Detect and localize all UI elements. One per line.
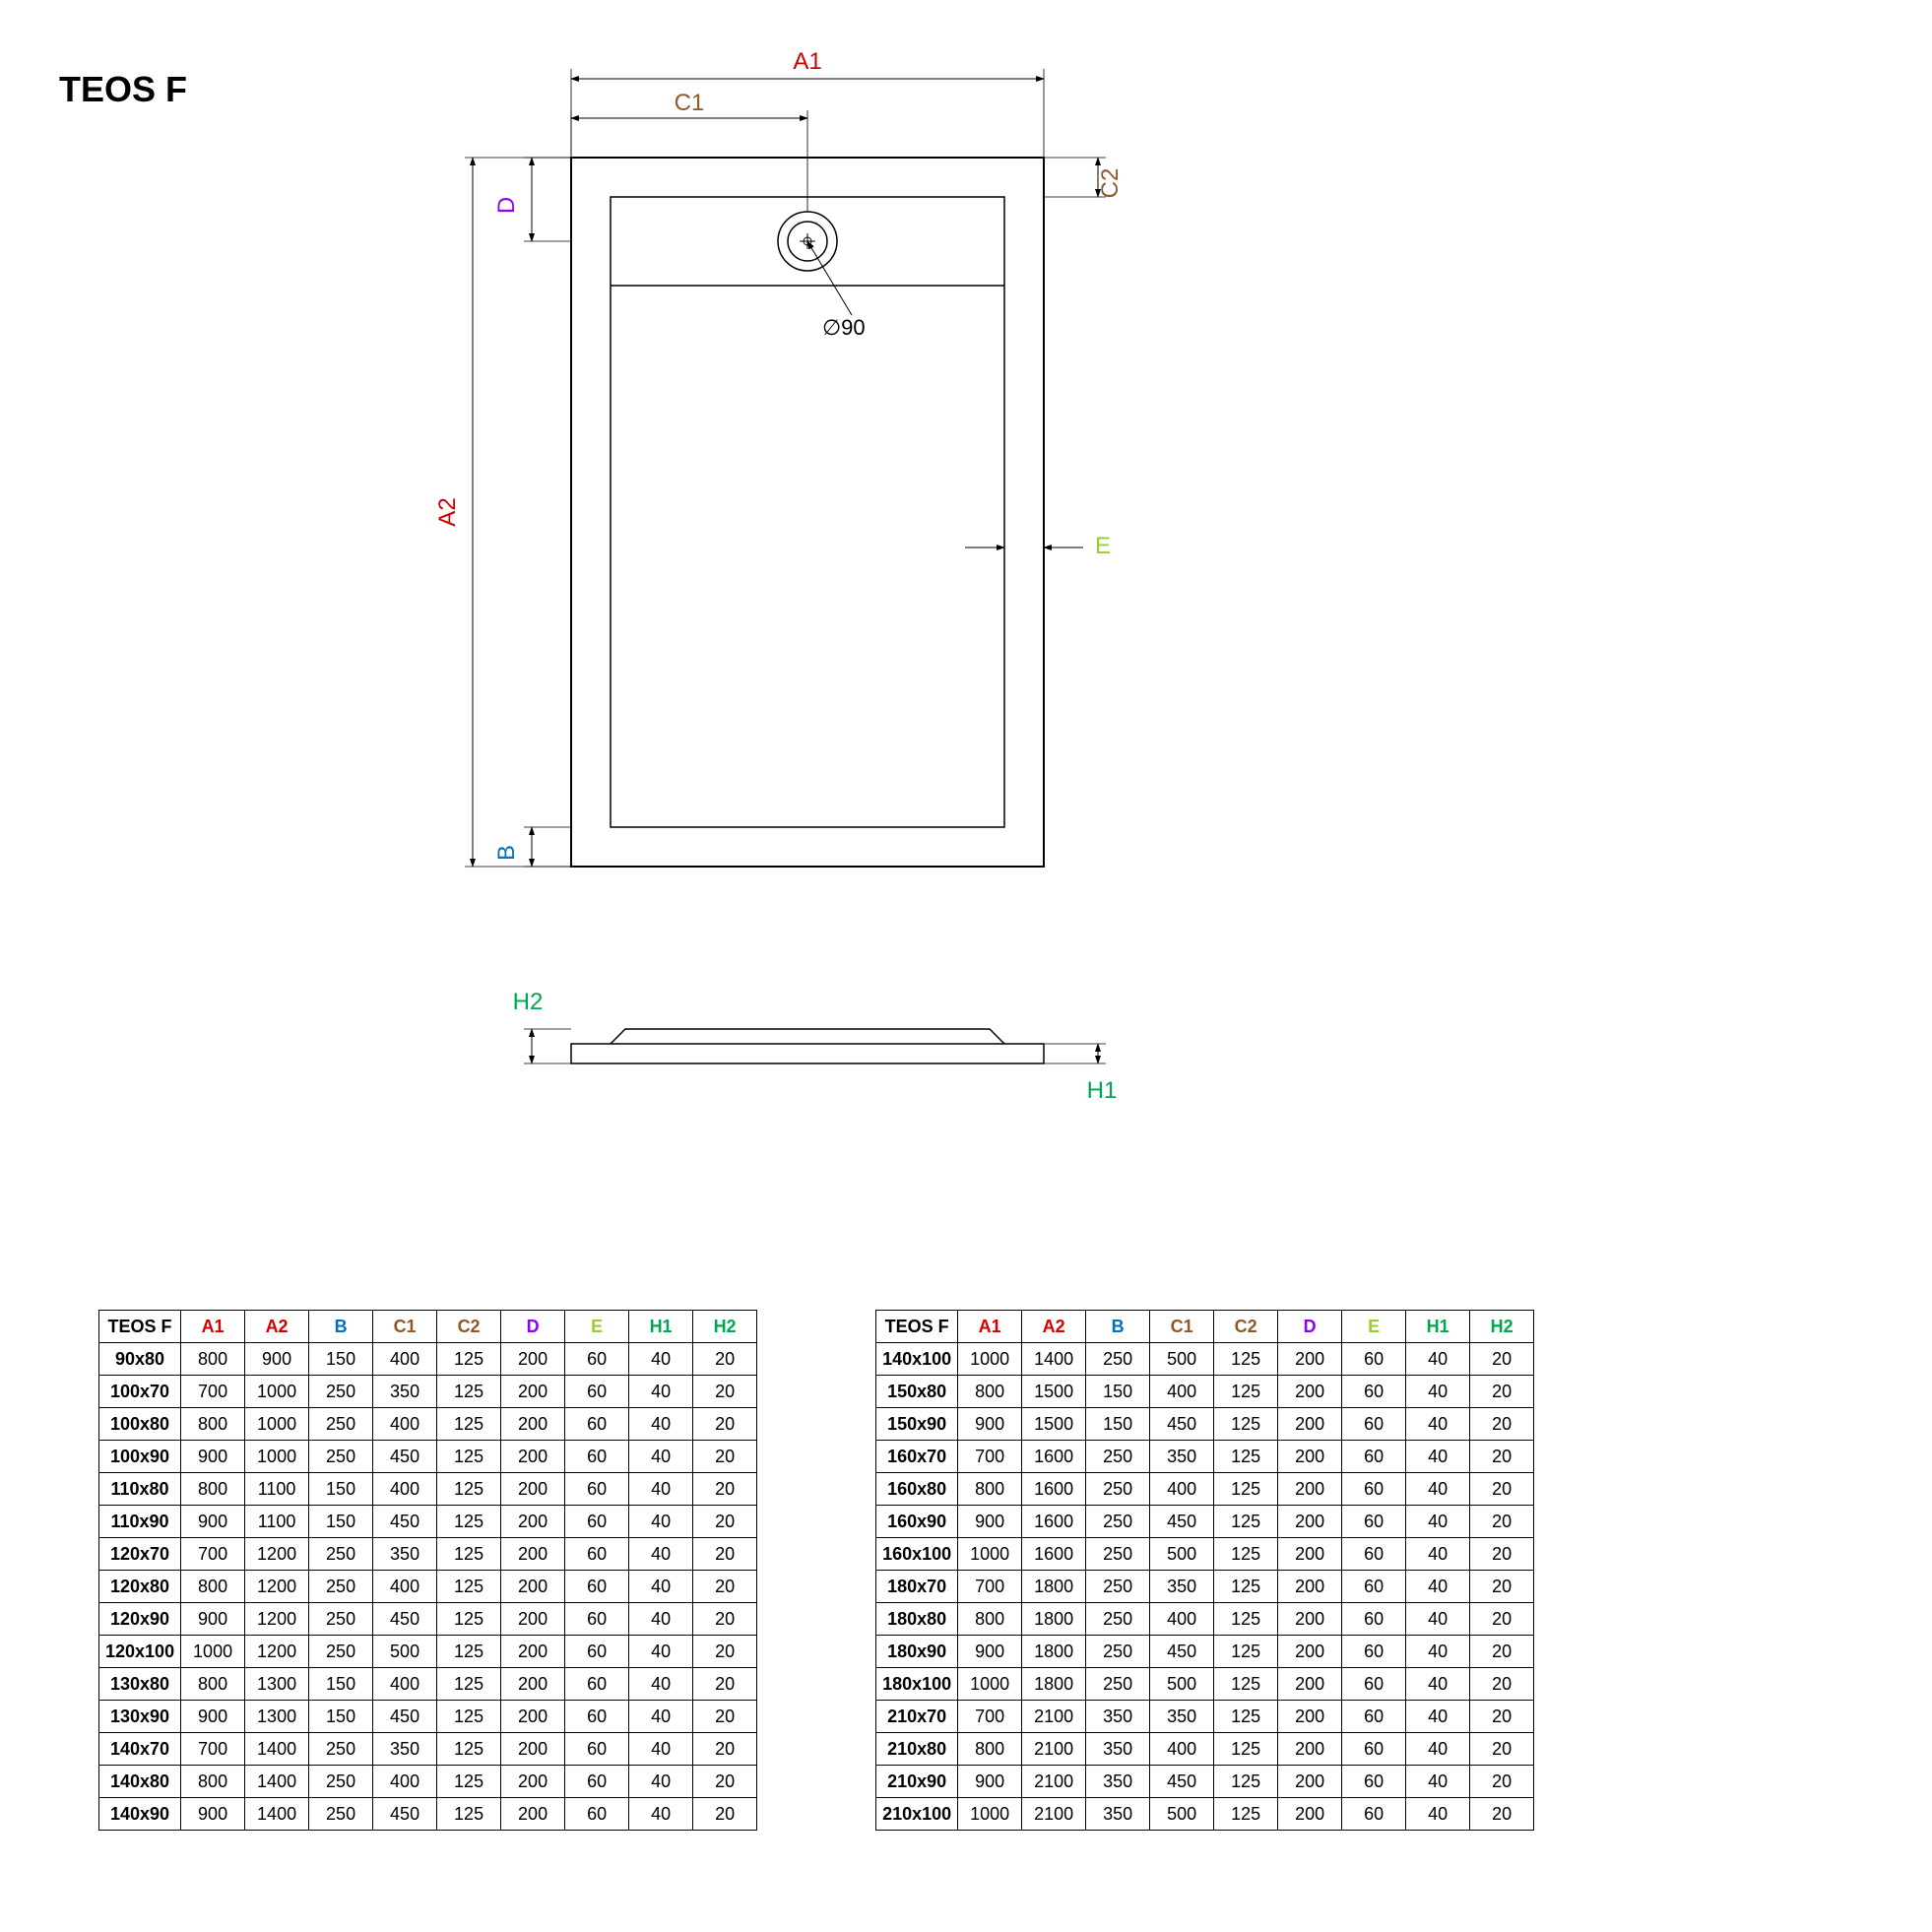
col-header: D [1278,1311,1342,1343]
svg-text:D: D [493,197,520,214]
table-row: 110x909001100150450125200604020 [99,1506,757,1538]
col-header: A1 [958,1311,1022,1343]
table-row: 110x808001100150400125200604020 [99,1473,757,1506]
svg-text:A2: A2 [434,497,461,526]
table-row: 180x808001800250400125200604020 [876,1603,1534,1636]
col-header: E [1342,1311,1406,1343]
svg-text:A1: A1 [793,48,821,75]
table-row: 120x909001200250450125200604020 [99,1603,757,1636]
table-row: 160x707001600250350125200604020 [876,1441,1534,1473]
technical-drawing: ∅90 A1 C1 C2 D A2 B E H2 H1 [394,39,1280,1221]
table-row: 100x909001000250450125200604020 [99,1441,757,1473]
svg-text:C2: C2 [1097,168,1124,199]
col-header: E [565,1311,629,1343]
svg-text:∅90: ∅90 [822,315,866,340]
col-header: H1 [1406,1311,1470,1343]
col-header: B [1086,1311,1150,1343]
svg-text:C1: C1 [675,90,705,116]
col-header: A1 [181,1311,245,1343]
col-header: A2 [1022,1311,1086,1343]
table-row: 120x10010001200250500125200604020 [99,1636,757,1668]
dimension-tables: TEOS FA1A2BC1C2DEH1H290x8080090015040012… [98,1310,1834,1831]
table-row: 100x707001000250350125200604020 [99,1376,757,1408]
col-header: B [309,1311,373,1343]
dimensions-table-right: TEOS FA1A2BC1C2DEH1H2140x100100014002505… [875,1310,1534,1831]
table-row: 180x707001800250350125200604020 [876,1571,1534,1603]
table-row: 160x10010001600250500125200604020 [876,1538,1534,1571]
svg-text:H2: H2 [513,989,544,1015]
col-header: C2 [1214,1311,1278,1343]
table-row: 140x707001400250350125200604020 [99,1733,757,1766]
col-header: C1 [1150,1311,1214,1343]
table-row: 210x909002100350450125200604020 [876,1766,1534,1798]
svg-text:H1: H1 [1087,1077,1118,1104]
table-row: 150x909001500150450125200604020 [876,1408,1534,1441]
svg-text:B: B [493,845,520,861]
table-row: 180x10010001800250500125200604020 [876,1668,1534,1701]
col-header: C1 [373,1311,437,1343]
col-header: H2 [1470,1311,1534,1343]
col-header: TEOS F [99,1311,181,1343]
table-row: 140x808001400250400125200604020 [99,1766,757,1798]
table-row: 100x808001000250400125200604020 [99,1408,757,1441]
table-row: 210x808002100350400125200604020 [876,1733,1534,1766]
svg-text:E: E [1095,533,1111,559]
table-row: 150x808001500150400125200604020 [876,1376,1534,1408]
dimensions-table-left: TEOS FA1A2BC1C2DEH1H290x8080090015040012… [98,1310,757,1831]
col-header: D [501,1311,565,1343]
table-row: 90x80800900150400125200604020 [99,1343,757,1376]
col-header: TEOS F [876,1311,958,1343]
table-row: 210x10010002100350500125200604020 [876,1798,1534,1831]
table-row: 160x909001600250450125200604020 [876,1506,1534,1538]
table-row: 130x808001300150400125200604020 [99,1668,757,1701]
table-row: 120x808001200250400125200604020 [99,1571,757,1603]
col-header: H2 [693,1311,757,1343]
col-header: C2 [437,1311,501,1343]
col-header: H1 [629,1311,693,1343]
table-row: 160x808001600250400125200604020 [876,1473,1534,1506]
table-row: 180x909001800250450125200604020 [876,1636,1534,1668]
product-title: TEOS F [59,69,187,110]
table-row: 140x10010001400250500125200604020 [876,1343,1534,1376]
col-header: A2 [245,1311,309,1343]
table-row: 130x909001300150450125200604020 [99,1701,757,1733]
table-row: 140x909001400250450125200604020 [99,1798,757,1831]
table-row: 120x707001200250350125200604020 [99,1538,757,1571]
table-row: 210x707002100350350125200604020 [876,1701,1534,1733]
